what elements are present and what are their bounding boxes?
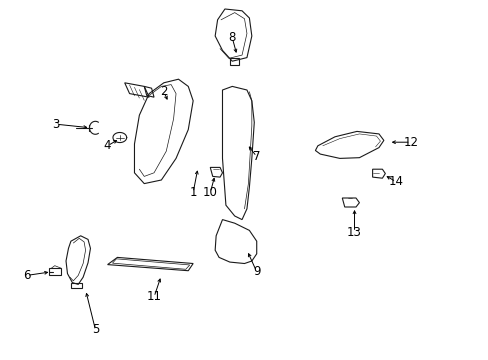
Text: 11: 11: [146, 291, 161, 303]
Text: 8: 8: [228, 31, 236, 44]
Text: 12: 12: [403, 136, 417, 149]
Text: 14: 14: [388, 175, 403, 188]
Text: 10: 10: [203, 186, 217, 199]
Text: 4: 4: [103, 139, 111, 152]
Text: 1: 1: [189, 186, 197, 199]
Text: 9: 9: [252, 265, 260, 278]
Text: 6: 6: [23, 269, 31, 282]
Text: 13: 13: [346, 226, 361, 239]
Text: 3: 3: [52, 118, 60, 131]
Text: 7: 7: [252, 150, 260, 163]
Text: 2: 2: [160, 85, 167, 98]
Text: 5: 5: [91, 323, 99, 336]
